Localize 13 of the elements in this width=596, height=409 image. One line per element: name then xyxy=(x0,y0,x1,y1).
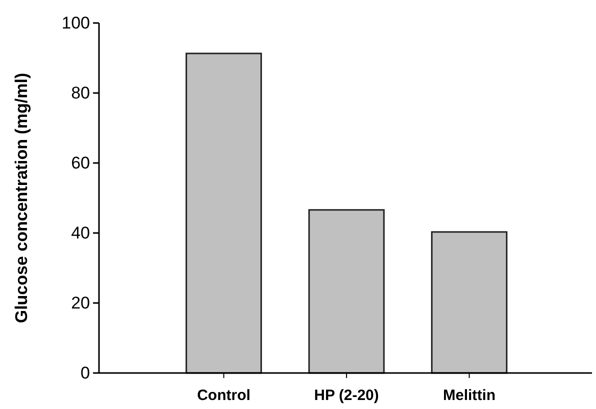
bar xyxy=(186,52,262,374)
y-axis-title: Glucose concentration (mg/ml) xyxy=(12,72,31,324)
y-tick-label: 60 xyxy=(71,153,90,172)
bar xyxy=(308,209,385,374)
y-tick-label: 20 xyxy=(71,293,90,312)
bar xyxy=(431,231,508,374)
y-tick-label: 0 xyxy=(80,363,90,382)
x-tick-label: Melittin xyxy=(443,387,496,404)
y-tick-label: 80 xyxy=(71,83,90,102)
y-tick-label: 40 xyxy=(71,223,90,242)
x-tick-label: HP (2-20) xyxy=(314,387,379,404)
y-tick-label: 100 xyxy=(62,13,90,32)
x-tick-label: Control xyxy=(197,387,250,404)
